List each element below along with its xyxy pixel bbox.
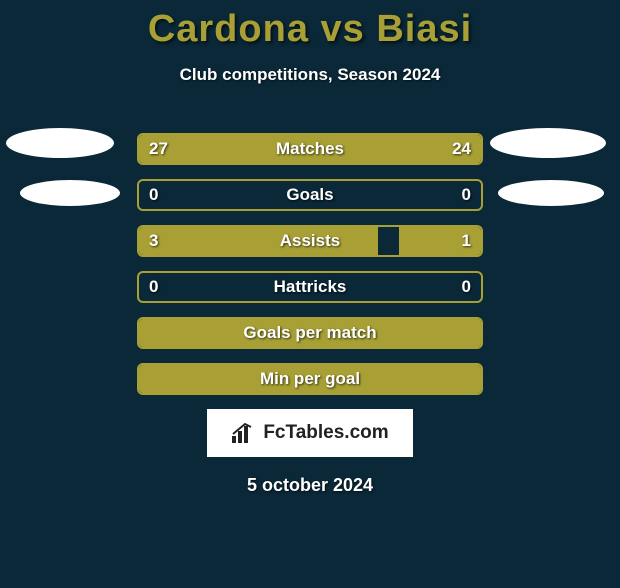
logo-prefix: Fc bbox=[263, 422, 285, 443]
chart-icon bbox=[231, 422, 257, 444]
oval-left-2 bbox=[20, 180, 120, 206]
stat-row: 31Assists bbox=[137, 225, 483, 257]
stat-label: Goals per match bbox=[139, 319, 481, 347]
stat-row: Min per goal bbox=[137, 363, 483, 395]
stat-label: Hattricks bbox=[139, 273, 481, 301]
subtitle: Club competitions, Season 2024 bbox=[0, 65, 620, 85]
stat-label: Matches bbox=[139, 135, 481, 163]
logo-main: Tables bbox=[286, 422, 345, 443]
stat-label: Assists bbox=[139, 227, 481, 255]
stat-row: 00Hattricks bbox=[137, 271, 483, 303]
player2-name: Biasi bbox=[376, 8, 472, 50]
stat-label: Goals bbox=[139, 181, 481, 209]
stat-row: Goals per match bbox=[137, 317, 483, 349]
logo-suffix: .com bbox=[344, 422, 388, 443]
fctables-logo: FcTables.com bbox=[207, 409, 413, 457]
player1-name: Cardona bbox=[148, 8, 309, 50]
stat-rows: 2724Matches 00Goals 31Assists 00Hattricks Go… bbox=[137, 133, 483, 395]
stat-row: 2724Matches bbox=[137, 133, 483, 165]
date-text: 5 october 2024 bbox=[0, 475, 620, 496]
stat-label: Min per goal bbox=[139, 365, 481, 393]
page-title: Cardona vs Biasi bbox=[0, 8, 620, 51]
oval-left-1 bbox=[6, 128, 114, 158]
stat-row: 00Goals bbox=[137, 179, 483, 211]
logo-text: FcTables.com bbox=[263, 422, 388, 444]
oval-right-1 bbox=[490, 128, 606, 158]
oval-right-2 bbox=[498, 180, 604, 206]
vs-text: vs bbox=[321, 8, 365, 50]
